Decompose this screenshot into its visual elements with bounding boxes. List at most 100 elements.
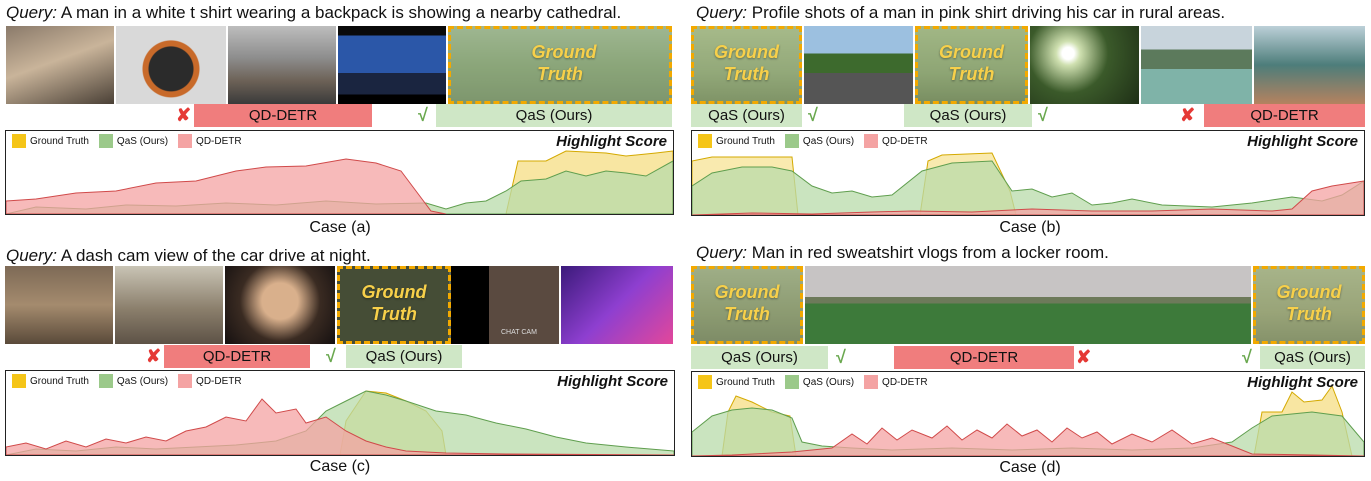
highlight-score-chart: Ground Truth QaS (Ours) QD-DETR Highligh… [691,371,1365,457]
case-a-frames: Ground Truth [6,26,672,104]
video-frame [225,266,335,344]
gt-swatch [698,134,712,148]
highlight-score-title: Highlight Score [557,373,668,390]
highlight-score-title: Highlight Score [1247,374,1358,391]
chart-legend: Ground Truth QaS (Ours) QD-DETR [698,375,928,389]
highlight-score-chart: Ground Truth QaS (Ours) QD-DETR Highligh… [5,130,674,215]
video-frame [338,26,446,104]
case-c-query: Query: A dash cam view of the car drive … [6,246,371,266]
query-text: Profile shots of a man in pink shirt dri… [751,3,1226,22]
query-text: A man in a white t shirt wearing a backp… [60,3,622,22]
video-frame [1254,26,1365,104]
check-mark: √ [1038,105,1048,125]
check-mark: √ [836,347,846,367]
case-d-caption: Case (d) [999,459,1061,476]
video-frame [804,26,913,104]
qd-detr-area [692,180,1364,215]
qas-swatch [98,374,113,388]
ground-truth-box: Ground Truth [337,266,451,344]
qas-bar: QaS (Ours) [1260,346,1365,369]
check-mark: √ [418,105,428,125]
ground-truth-box: Ground Truth [915,26,1028,104]
case-b-query: Query: Profile shots of a man in pink sh… [696,3,1225,23]
qd-detr-area [6,158,447,214]
gt-swatch [698,375,712,389]
query-prefix: Query: [696,3,748,22]
video-frame [805,266,1251,344]
case-b-caption: Case (b) [999,219,1061,236]
ground-truth-label: Ground Truth [531,42,597,84]
video-frame [5,266,113,344]
qas-bar: QaS (Ours) [691,346,828,369]
qd-swatch [864,375,879,389]
highlight-score-title: Highlight Score [556,133,667,150]
qd-detr-bar: QD-DETR [164,345,310,368]
chart-area-c [6,390,674,455]
ground-truth-label: Ground Truth [361,282,427,324]
ground-truth-label: Ground Truth [939,42,1004,84]
video-frame [115,266,223,344]
qas-swatch [98,134,113,148]
query-text: A dash cam view of the car drive at nigh… [60,246,371,265]
case-b-frames: Ground Truth Ground Truth [691,26,1365,104]
ground-truth-label: Ground Truth [714,282,780,324]
qas-swatch [784,134,799,148]
video-frame [1141,26,1252,104]
video-frame [228,26,336,104]
gt-swatch [12,374,26,388]
ground-truth-label: Ground Truth [1276,282,1342,324]
ground-truth-box: Ground Truth [691,26,802,104]
qd-detr-bar: QD-DETR [894,346,1074,369]
case-c-caption: Case (c) [309,458,371,475]
chart-area-d [692,384,1364,456]
query-prefix: Query: [6,246,58,265]
query-prefix: Query: [6,3,58,22]
check-mark: √ [1242,347,1252,367]
highlight-score-title: Highlight Score [1247,133,1358,150]
cross-mark: ✘ [176,105,192,125]
gt-swatch [12,134,26,148]
video-frame [561,266,673,344]
qas-bar: QaS (Ours) [904,104,1032,127]
frame-watermark: CHAT CAM [501,329,537,336]
case-b-panel: Query: Profile shots of a man in pink sh… [690,0,1370,240]
qas-bar: QaS (Ours) [436,104,672,127]
qd-detr-area [6,398,674,455]
case-a-query: Query: A man in a white t shirt wearing … [6,3,621,23]
qas-bar: QaS (Ours) [691,104,802,127]
ground-truth-box: Ground Truth [1253,266,1365,344]
cross-mark: ✘ [1076,347,1092,367]
chart-area-b [692,152,1364,215]
qd-detr-bar: QD-DETR [1204,104,1365,127]
chart-area-a [6,150,673,214]
check-mark: √ [326,346,336,366]
cross-mark: ✘ [146,346,162,366]
ground-truth-label: Ground Truth [714,42,779,84]
qd-swatch [178,134,193,148]
video-frame [6,26,114,104]
qd-swatch [864,134,879,148]
case-d-frames: Ground Truth Ground Truth [691,266,1365,344]
video-frame [116,26,226,104]
ground-truth-box: Ground Truth [691,266,803,344]
highlight-score-chart: Ground Truth QaS (Ours) QD-DETR Highligh… [691,130,1365,216]
case-a-panel: Query: A man in a white t shirt wearing … [0,0,680,240]
ground-truth-box: Ground Truth [448,26,672,104]
qd-detr-area [692,423,1364,456]
case-c-frames: CHAT CAM Ground Truth [5,266,673,344]
query-prefix: Query: [696,243,748,262]
chart-legend: Ground Truth QaS (Ours) QD-DETR [12,374,242,388]
chart-legend: Ground Truth QaS (Ours) QD-DETR [12,134,242,148]
video-frame [1030,26,1139,104]
qd-detr-bar: QD-DETR [194,104,372,127]
query-text: Man in red sweatshirt vlogs from a locke… [751,243,1109,262]
highlight-score-chart: Ground Truth QaS (Ours) QD-DETR Highligh… [5,370,675,456]
qd-swatch [178,374,193,388]
cross-mark: ✘ [1180,105,1196,125]
video-frame: CHAT CAM [451,266,559,344]
check-mark: √ [808,105,818,125]
qas-swatch [784,375,799,389]
case-a-caption: Case (a) [309,219,371,236]
chart-legend: Ground Truth QaS (Ours) QD-DETR [698,134,928,148]
qas-area [692,160,1364,215]
